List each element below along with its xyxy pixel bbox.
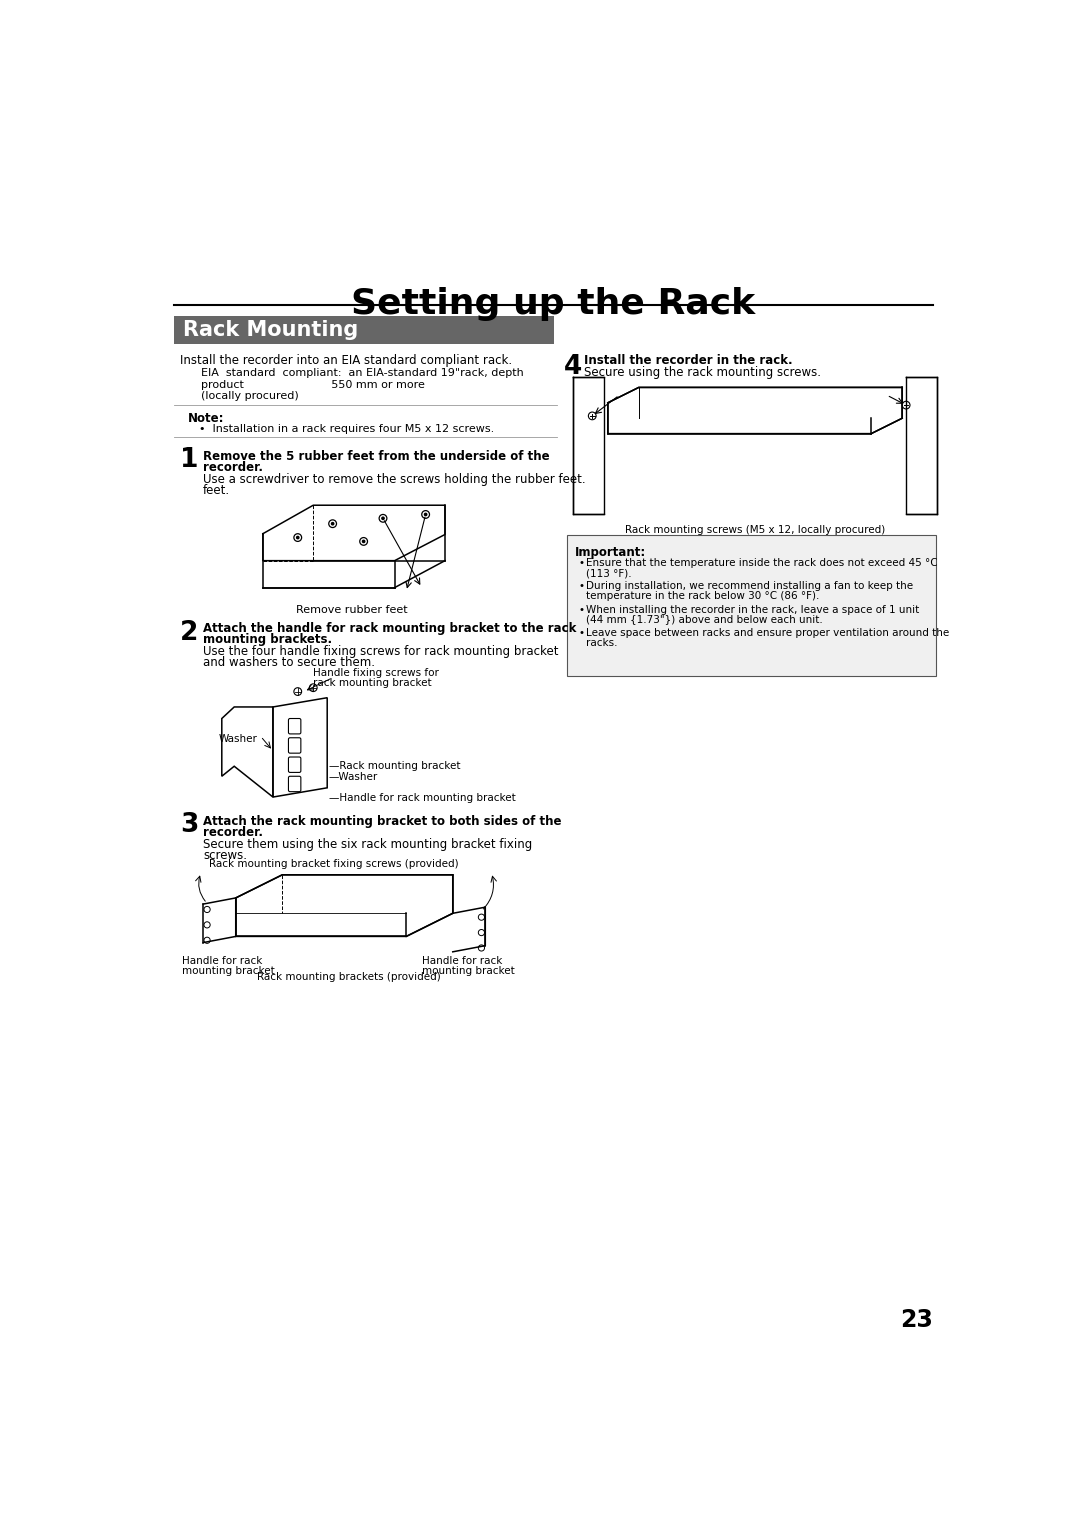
Text: 4: 4 — [565, 354, 582, 380]
Text: (locally procured): (locally procured) — [201, 391, 299, 402]
Text: Ensure that the temperature inside the rack does not exceed 45 °C: Ensure that the temperature inside the r… — [586, 558, 937, 568]
Text: —Rack mounting bracket: —Rack mounting bracket — [328, 761, 460, 770]
Text: Install the recorder into an EIA standard compliant rack.: Install the recorder into an EIA standar… — [180, 354, 512, 367]
Text: •  Installation in a rack requires four M5 x 12 screws.: • Installation in a rack requires four M… — [199, 425, 494, 434]
Text: racks.: racks. — [586, 637, 618, 648]
Text: Handle for rack: Handle for rack — [422, 955, 502, 966]
FancyBboxPatch shape — [567, 535, 935, 677]
Text: Secure using the rack mounting screws.: Secure using the rack mounting screws. — [584, 365, 822, 379]
Text: Rack mounting screws (M5 x 12, locally procured): Rack mounting screws (M5 x 12, locally p… — [625, 526, 886, 535]
Text: Use the four handle fixing screws for rack mounting bracket: Use the four handle fixing screws for ra… — [203, 645, 558, 659]
Text: Install the recorder in the rack.: Install the recorder in the rack. — [584, 354, 793, 367]
Text: recorder.: recorder. — [203, 825, 264, 839]
FancyBboxPatch shape — [288, 738, 301, 753]
Circle shape — [297, 536, 299, 539]
Text: temperature in the rack below 30 °C (86 °F).: temperature in the rack below 30 °C (86 … — [586, 591, 820, 602]
Text: Remove rubber feet: Remove rubber feet — [296, 605, 408, 616]
Text: Remove the 5 rubber feet from the underside of the: Remove the 5 rubber feet from the unders… — [203, 449, 550, 463]
Text: EIA  standard  compliant:  an EIA-standard 19"rack, depth: EIA standard compliant: an EIA-standard … — [201, 368, 524, 377]
FancyBboxPatch shape — [288, 756, 301, 773]
Text: 3: 3 — [180, 811, 199, 837]
Text: mounting bracket: mounting bracket — [181, 966, 274, 976]
Text: Rack Mounting: Rack Mounting — [183, 321, 359, 341]
Text: Rack mounting brackets (provided): Rack mounting brackets (provided) — [257, 972, 442, 983]
Text: feet.: feet. — [203, 484, 230, 497]
Text: product                         550 mm or more: product 550 mm or more — [201, 380, 424, 390]
FancyBboxPatch shape — [174, 316, 554, 344]
Text: Attach the rack mounting bracket to both sides of the: Attach the rack mounting bracket to both… — [203, 814, 562, 828]
Text: Washer: Washer — [218, 733, 257, 744]
Text: •: • — [578, 558, 584, 568]
Text: —Washer: —Washer — [328, 773, 378, 782]
Text: Secure them using the six rack mounting bracket fixing: Secure them using the six rack mounting … — [203, 837, 532, 851]
Text: Note:: Note: — [188, 413, 225, 425]
Text: Attach the handle for rack mounting bracket to the rack: Attach the handle for rack mounting brac… — [203, 622, 577, 636]
Text: Handle for rack: Handle for rack — [181, 955, 261, 966]
Text: mounting bracket: mounting bracket — [422, 966, 514, 976]
Text: Leave space between racks and ensure proper ventilation around the: Leave space between racks and ensure pro… — [586, 628, 949, 637]
Text: mounting brackets.: mounting brackets. — [203, 633, 333, 646]
Text: (44 mm {1.73"}) above and below each unit.: (44 mm {1.73"}) above and below each uni… — [586, 614, 823, 625]
Text: During installation, we recommend installing a fan to keep the: During installation, we recommend instal… — [586, 582, 914, 591]
Circle shape — [332, 523, 334, 524]
Text: rack mounting bracket: rack mounting bracket — [313, 678, 432, 689]
Text: Handle fixing screws for: Handle fixing screws for — [313, 668, 440, 678]
Text: When installing the recorder in the rack, leave a space of 1 unit: When installing the recorder in the rack… — [586, 605, 919, 614]
Text: (113 °F).: (113 °F). — [586, 568, 632, 579]
Text: Important:: Important: — [576, 545, 647, 559]
Text: •: • — [578, 582, 584, 591]
Text: 23: 23 — [901, 1308, 933, 1331]
FancyBboxPatch shape — [288, 718, 301, 733]
Circle shape — [363, 541, 365, 542]
Text: and washers to secure them.: and washers to secure them. — [203, 656, 375, 669]
Text: Use a screwdriver to remove the screws holding the rubber feet.: Use a screwdriver to remove the screws h… — [203, 472, 585, 486]
Text: screws.: screws. — [203, 848, 247, 862]
Text: Rack mounting bracket fixing screws (provided): Rack mounting bracket fixing screws (pro… — [208, 859, 458, 869]
Text: •: • — [578, 605, 584, 614]
Circle shape — [382, 516, 384, 520]
Text: recorder.: recorder. — [203, 460, 264, 474]
Text: 1: 1 — [180, 448, 199, 474]
Text: Setting up the Rack: Setting up the Rack — [351, 287, 756, 321]
FancyBboxPatch shape — [288, 776, 301, 792]
Text: 2: 2 — [180, 620, 199, 646]
Circle shape — [424, 513, 427, 515]
Text: —Handle for rack mounting bracket: —Handle for rack mounting bracket — [328, 793, 515, 804]
Text: •: • — [578, 628, 584, 637]
